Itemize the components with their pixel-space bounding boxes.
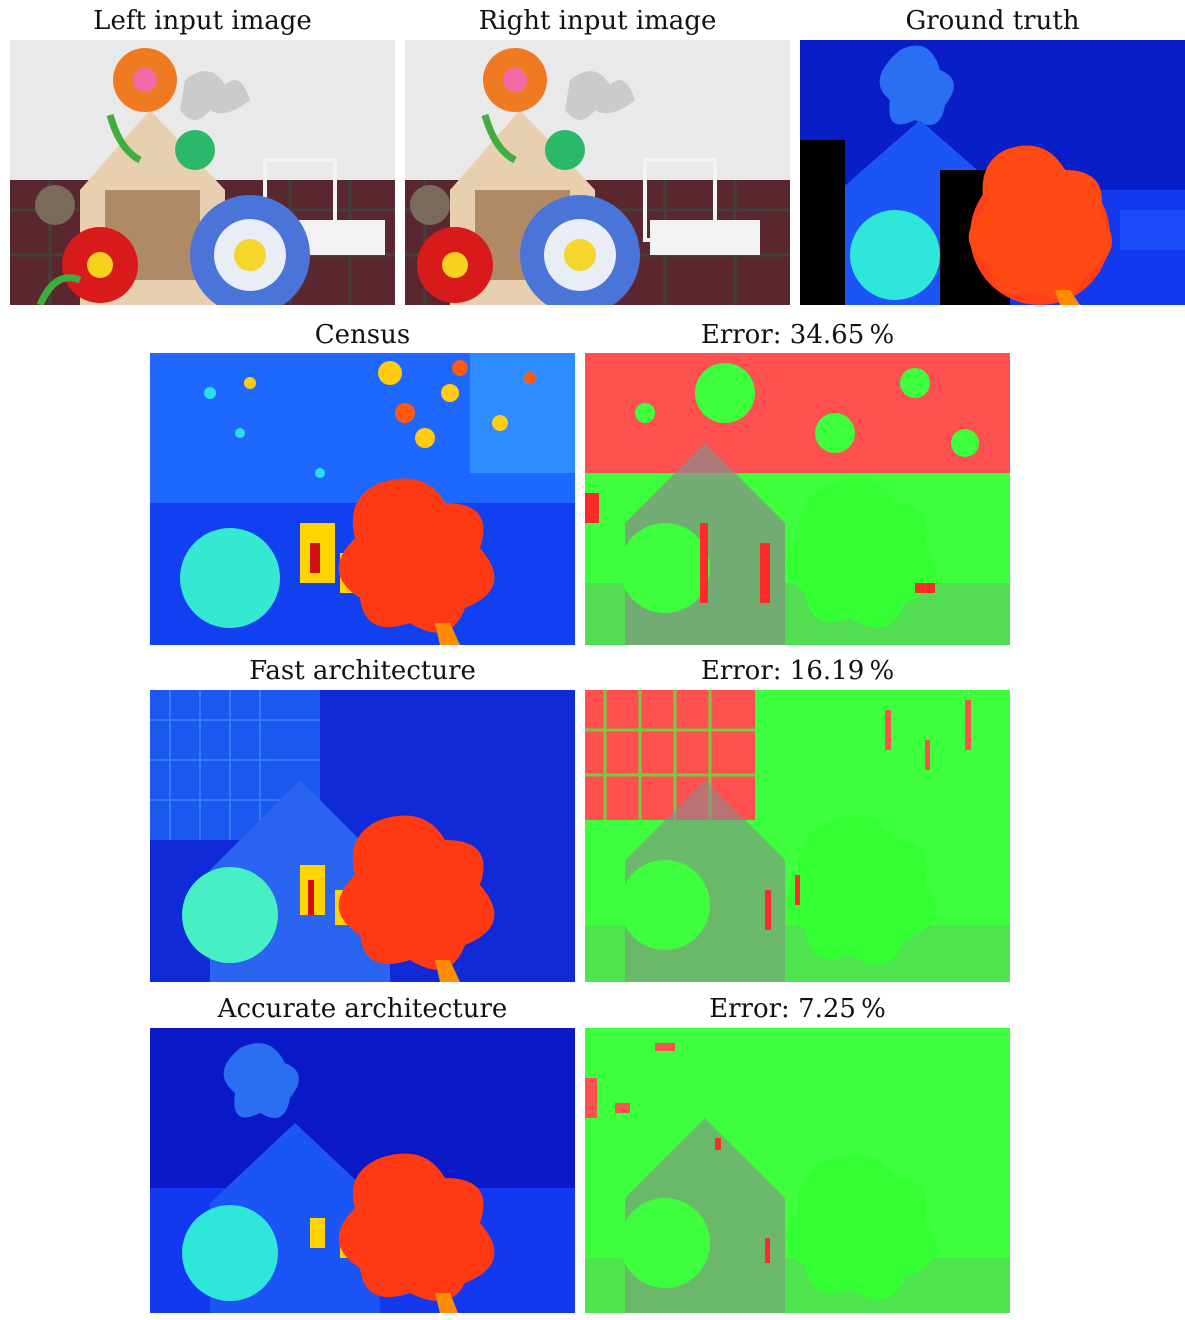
- error-unit: %: [869, 320, 895, 350]
- error-unit: %: [869, 656, 895, 686]
- error-label: Error:: [700, 320, 782, 350]
- census-error-caption: Error: 34.65 %: [585, 320, 1010, 350]
- accurate-error-caption: Error: 7.25 %: [585, 994, 1010, 1024]
- right-input-image: [405, 40, 790, 305]
- fast-disparity-map: [150, 690, 575, 982]
- error-value: 16.19: [789, 656, 865, 686]
- right-input-caption: Right input image: [478, 6, 717, 36]
- error-label: Error:: [709, 994, 790, 1024]
- error-value: 7.25: [798, 994, 856, 1024]
- census-disparity-map: [150, 353, 575, 645]
- fast-error-map: [585, 690, 1010, 982]
- accurate-caption: Accurate architecture: [217, 994, 508, 1024]
- accurate-disparity-map: [150, 1028, 575, 1313]
- ground-truth-caption: Ground truth: [905, 6, 1080, 36]
- fast-error-caption: Error: 16.19 %: [585, 656, 1010, 686]
- fast-caption: Fast architecture: [249, 656, 476, 686]
- error-value: 34.65: [789, 320, 865, 350]
- accurate-error-map: [585, 1028, 1010, 1313]
- error-label: Error:: [700, 656, 782, 686]
- error-unit: %: [861, 994, 886, 1024]
- left-input-caption: Left input image: [93, 6, 312, 36]
- ground-truth-image: [800, 40, 1185, 305]
- census-error-map: [585, 353, 1010, 645]
- census-caption: Census: [314, 320, 411, 350]
- left-input-image: [10, 40, 395, 305]
